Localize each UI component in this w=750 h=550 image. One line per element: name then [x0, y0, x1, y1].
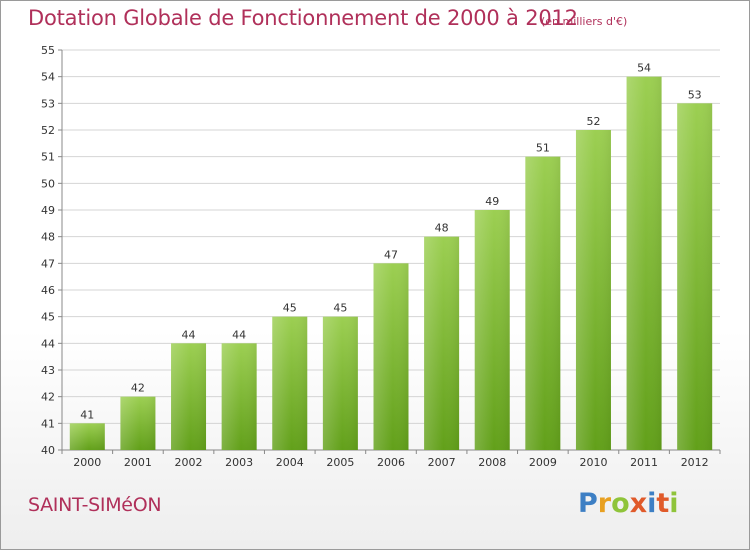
bar-shade-2007: [424, 236, 460, 450]
y-tick-label: 49: [41, 204, 55, 217]
proxiti-logo: Proxiti: [578, 488, 679, 519]
y-tick-label: 44: [41, 337, 55, 350]
chart-unit: (en milliers d'€): [541, 15, 628, 28]
y-tick-label: 54: [41, 71, 55, 84]
x-tick-label-2012: 2012: [681, 456, 709, 469]
y-tick-label: 43: [41, 364, 55, 377]
data-label-2007: 48: [435, 222, 449, 235]
bar-shade-2012: [677, 103, 713, 450]
data-label-2012: 53: [688, 88, 702, 101]
y-tick-label: 41: [41, 417, 55, 430]
bar-shade-2002: [171, 343, 207, 450]
y-tick-label: 45: [41, 311, 55, 324]
y-tick-label: 50: [41, 177, 55, 190]
x-tick-label-2010: 2010: [579, 456, 607, 469]
bars: [69, 76, 713, 451]
bar-shade-2001: [120, 396, 156, 450]
data-label-2011: 54: [637, 62, 651, 75]
y-tick-label: 53: [41, 97, 55, 110]
data-label-2002: 44: [182, 328, 196, 341]
x-tick-label-2005: 2005: [326, 456, 354, 469]
x-tick-label-2000: 2000: [73, 456, 101, 469]
y-tick-label: 52: [41, 124, 55, 137]
bar-shade-2006: [373, 263, 409, 450]
x-tick-label-2006: 2006: [377, 456, 405, 469]
y-tick-label: 42: [41, 391, 55, 404]
x-tick-label-2011: 2011: [630, 456, 658, 469]
bar-shade-2005: [322, 316, 358, 450]
commune-name: SAINT-SIMéON: [28, 494, 162, 516]
data-label-2000: 41: [80, 408, 94, 421]
data-label-2001: 42: [131, 382, 145, 395]
y-tick-label: 46: [41, 284, 55, 297]
data-label-2006: 47: [384, 248, 398, 261]
bar-shade-2010: [575, 130, 611, 450]
data-label-2009: 51: [536, 142, 550, 155]
bar-shade-2009: [525, 156, 561, 450]
y-tick-label: 47: [41, 257, 55, 270]
y-tick-label: 55: [41, 44, 55, 57]
data-label-2008: 49: [485, 195, 499, 208]
bar-shade-2008: [474, 210, 510, 450]
labels: 40 41 42 43 44 45 46 47 48 49 50 51 52 53 54 55 41 2000 42…: [41, 44, 709, 469]
x-tick-label-2002: 2002: [175, 456, 203, 469]
data-label-2005: 45: [333, 302, 347, 315]
x-tick-label-2001: 2001: [124, 456, 152, 469]
x-tick-label-2004: 2004: [276, 456, 304, 469]
bar-shade-2003: [221, 343, 257, 450]
data-label-2003: 44: [232, 328, 246, 341]
chart-title: Dotation Globale de Fonctionnement de 20…: [28, 6, 578, 30]
y-tick-label: 48: [41, 231, 55, 244]
bar-shade-2000: [69, 423, 105, 450]
bar-shade-2011: [626, 76, 662, 451]
x-tick-label-2009: 2009: [529, 456, 557, 469]
y-tick-label: 40: [41, 444, 55, 457]
data-label-2010: 52: [586, 115, 600, 128]
x-tick-label-2008: 2008: [478, 456, 506, 469]
y-tick-label: 51: [41, 151, 55, 164]
data-label-2004: 45: [283, 302, 297, 315]
bar-shade-2004: [272, 316, 308, 450]
x-tick-label-2007: 2007: [428, 456, 456, 469]
x-tick-label-2003: 2003: [225, 456, 253, 469]
